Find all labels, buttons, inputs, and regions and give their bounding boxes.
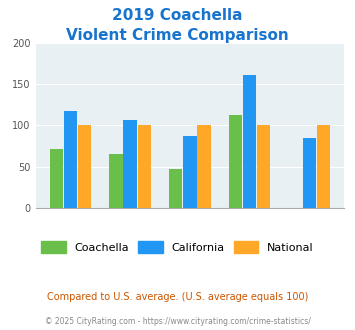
Text: Compared to U.S. average. (U.S. average equals 100): Compared to U.S. average. (U.S. average … [47,292,308,302]
Text: 2019 Coachella: 2019 Coachella [112,8,243,23]
Bar [183,136,197,208]
Bar [109,154,122,208]
Bar [317,125,330,208]
Bar [64,112,77,208]
Bar [137,125,151,208]
Bar [169,169,182,208]
Legend: Coachella, California, National: Coachella, California, National [37,237,318,257]
Bar [50,148,63,208]
Bar [303,138,316,208]
Bar [78,125,91,208]
Bar [257,125,271,208]
Bar [197,125,211,208]
Bar [229,115,242,208]
Bar [124,120,137,208]
Bar [243,75,256,208]
Text: © 2025 CityRating.com - https://www.cityrating.com/crime-statistics/: © 2025 CityRating.com - https://www.city… [45,317,310,326]
Text: Violent Crime Comparison: Violent Crime Comparison [66,28,289,43]
